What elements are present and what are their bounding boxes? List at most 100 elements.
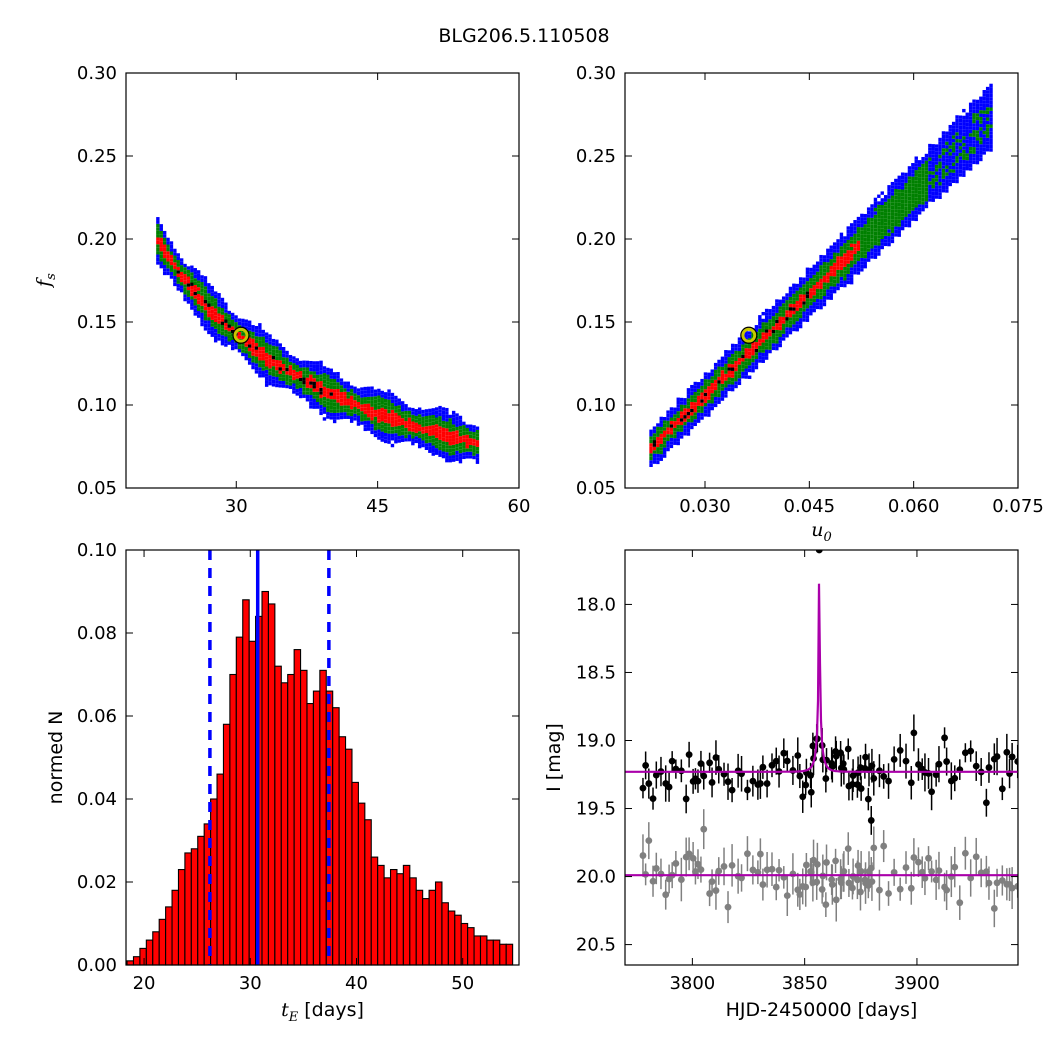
y-tick-label: 20.5 <box>576 935 616 956</box>
heatmap-cell <box>873 238 878 242</box>
heatmap-cell <box>924 198 929 202</box>
heatmap-cell <box>968 126 973 130</box>
heatmap-cell <box>339 385 344 389</box>
heatmap-cell <box>203 296 208 300</box>
heatmap-cell <box>349 412 354 417</box>
heatmap-cell <box>230 339 235 344</box>
heatmap-cell <box>836 276 840 280</box>
heatmap-cell <box>220 335 225 339</box>
heatmap-cell <box>690 412 694 416</box>
heatmap-cell <box>285 384 289 389</box>
x-tick-label: 50 <box>451 973 474 994</box>
heatmap-cell <box>958 139 963 143</box>
heatmap-cell <box>339 409 344 413</box>
heatmap-cell <box>805 270 810 275</box>
heatmap-cell <box>264 339 269 343</box>
heatmap-cell <box>815 275 820 279</box>
heatmap-cell <box>200 305 204 310</box>
heatmap-cell <box>196 277 201 281</box>
heatmap-cell <box>917 160 922 164</box>
heatmap-cell <box>975 143 980 148</box>
heatmap-cell <box>734 367 738 372</box>
heatmap-cell <box>271 376 276 380</box>
heatmap-cell <box>468 451 473 456</box>
heatmap-cell <box>985 148 990 152</box>
heatmap-cell <box>829 255 833 260</box>
heatmap-cell <box>972 116 976 120</box>
heatmap-cell <box>377 405 381 410</box>
heatmap-cell <box>812 305 816 309</box>
heatmap-cell <box>268 378 272 382</box>
heatmap-cell <box>421 437 425 441</box>
heatmap-cell <box>747 358 752 362</box>
histogram-bar <box>287 673 295 966</box>
best-fit-marker <box>741 327 757 343</box>
heatmap-cell <box>713 390 718 394</box>
heatmap-cell <box>332 385 337 390</box>
heatmap-cell <box>972 119 976 124</box>
x-tick-label: 20 <box>133 973 156 994</box>
heatmap-cell <box>802 301 806 305</box>
heatmap-cell <box>322 386 327 391</box>
heatmap-cell <box>897 199 901 203</box>
heatmap-cell <box>945 189 949 193</box>
heatmap-cell <box>730 384 735 388</box>
heatmap-cell <box>856 216 861 221</box>
heatmap-cell <box>724 377 728 381</box>
heatmap-cell <box>213 291 218 295</box>
heatmap-cell <box>254 353 259 357</box>
heatmap-cell <box>332 409 337 413</box>
heatmap-cell <box>693 381 697 386</box>
heatmap-cell <box>856 223 861 228</box>
heatmap-cell <box>696 412 701 417</box>
heatmap-cell <box>397 415 401 419</box>
heatmap-cell <box>196 314 201 318</box>
heatmap-cell <box>662 427 667 431</box>
heatmap-cell <box>883 205 888 209</box>
heatmap-cell <box>254 346 259 350</box>
heatmap-cell <box>244 356 248 361</box>
heatmap-cell <box>798 290 803 295</box>
heatmap-cell <box>737 347 742 352</box>
heatmap-cell <box>380 390 384 395</box>
heatmap-cell <box>690 391 694 396</box>
heatmap-cell <box>826 255 830 259</box>
heatmap-cell <box>465 441 469 445</box>
heatmap-cell <box>434 451 439 455</box>
heatmap-cell <box>955 142 959 146</box>
heatmap-cell <box>975 147 980 151</box>
heatmap-cell <box>346 388 350 392</box>
heatmap-cell <box>387 440 391 444</box>
heatmap-cell <box>832 276 837 280</box>
heatmap-cell <box>387 426 391 431</box>
heatmap-cell <box>234 315 238 319</box>
heatmap-cell <box>805 284 810 288</box>
heatmap-cell <box>911 197 915 201</box>
heatmap-cell <box>853 247 857 251</box>
heatmap-cell <box>224 333 228 337</box>
heatmap-cell <box>217 327 221 331</box>
heatmap-cell <box>404 414 408 418</box>
histogram-bar <box>197 835 205 966</box>
heatmap-cell <box>945 138 949 142</box>
heatmap-cell <box>968 157 973 161</box>
heatmap-cell <box>366 407 371 411</box>
heatmap-cell <box>696 405 701 410</box>
heatmap-cell <box>213 305 218 309</box>
heatmap-cell <box>162 261 167 265</box>
heatmap-cell <box>727 377 731 381</box>
heatmap-cell <box>176 277 180 281</box>
heatmap-cell <box>356 415 361 419</box>
heatmap-cell <box>690 398 694 402</box>
heatmap-cell <box>873 197 878 202</box>
heatmap-cell <box>363 410 367 415</box>
heatmap-cell <box>737 368 742 372</box>
x-axis-label-sub: 0 <box>823 530 831 545</box>
heatmap-cell <box>907 196 912 201</box>
heatmap-cell <box>264 359 269 364</box>
y-axis-label: I [mag] <box>543 723 565 792</box>
heatmap-cell <box>717 400 721 404</box>
heatmap-cell <box>275 363 279 367</box>
heatmap-cell <box>179 288 184 293</box>
heatmap-cell <box>897 196 901 200</box>
